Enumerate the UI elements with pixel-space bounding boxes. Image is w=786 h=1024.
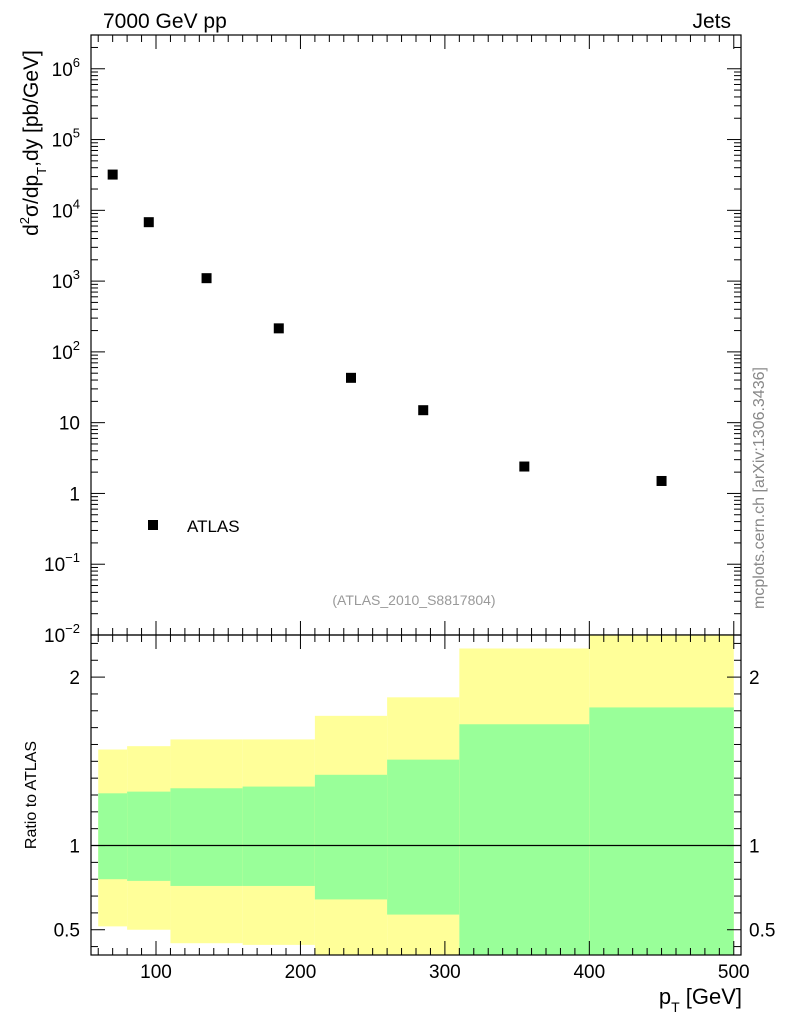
source-label: mcplots.cern.ch [arXiv:1306.3436] (751, 367, 768, 609)
x-axis-label: pT [GeV] (659, 984, 742, 1015)
main-y-axis-label: d2σ/dpT,dy [pb/GeV] (17, 50, 49, 236)
inner-band-0 (98, 793, 128, 880)
x-tick-label: 200 (285, 962, 317, 983)
inner-band-5 (387, 759, 460, 915)
main-y-tick-label: 103 (52, 267, 80, 293)
data-point-7 (656, 475, 667, 486)
ratio-y-axis-label: Ratio to ATLAS (23, 741, 40, 849)
x-tick-label: 500 (718, 962, 750, 983)
main-y-tick-label: 102 (52, 338, 80, 364)
ratio-y-tick-label-right: 1 (749, 837, 760, 858)
ratio-y-tick-label: 1 (69, 837, 80, 858)
main-y-tick-label: 104 (52, 196, 80, 222)
inner-band-3 (242, 786, 315, 886)
data-point-5 (418, 405, 429, 416)
data-point-6 (519, 461, 530, 472)
header-left: 7000 GeV pp (103, 10, 227, 33)
main-panel: d2σ/dpT,dy [pb/GeV] (ATLAS_2010_S8817804… (17, 34, 742, 647)
inner-band-6 (459, 724, 590, 955)
inner-band-2 (170, 788, 243, 886)
header-right: Jets (692, 10, 731, 33)
main-y-tick-label: 106 (52, 55, 80, 81)
ratio-panel: Ratio to ATLAS pT [GeV] 100 200 300 400 500 0… (23, 634, 775, 1015)
data-point-0 (107, 169, 118, 180)
ratio-y-tick-label-right: 0.5 (749, 921, 775, 942)
inner-band-4 (314, 774, 388, 900)
x-tick-label: 400 (573, 962, 605, 983)
legend-marker (148, 520, 158, 530)
main-y-tick-label: 10−2 (44, 621, 80, 647)
x-tick-label: 100 (140, 962, 172, 983)
data-point-4 (346, 372, 356, 383)
data-point-2 (201, 273, 212, 284)
x-tick-label: 300 (429, 962, 461, 983)
main-y-tick-label: 10 (59, 414, 80, 435)
main-y-tick-label: 10−1 (44, 550, 80, 576)
main-frame (90, 34, 742, 636)
main-y-tick-label: 105 (52, 126, 80, 152)
ratio-y-tick-label-right: 2 (749, 668, 760, 689)
inner-band-1 (127, 791, 171, 881)
ratio-y-tick-label: 2 (69, 668, 80, 689)
legend-label: ATLAS (187, 517, 240, 536)
ratio-y-tick-label: 0.5 (54, 921, 80, 942)
main-y-tick-label: 1 (69, 484, 80, 505)
data-point-1 (143, 217, 154, 228)
data-point-3 (273, 323, 284, 334)
inner-band-7 (589, 707, 734, 955)
analysis-label: (ATLAS_2010_S8817804) (332, 592, 495, 608)
